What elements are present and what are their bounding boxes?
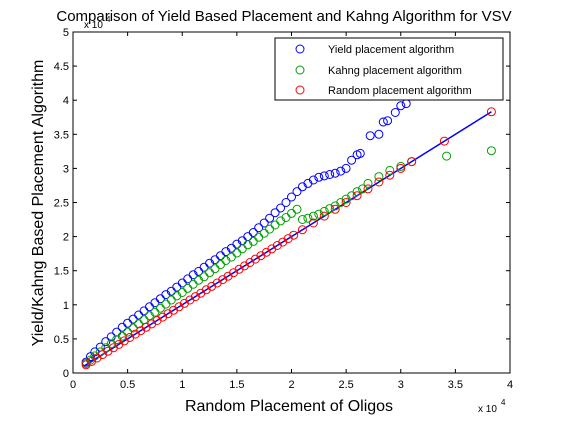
data-point-random <box>308 218 318 228</box>
legend-marker-kahng <box>295 65 305 75</box>
x-tick-label: 3.5 <box>448 379 463 391</box>
data-point-yield <box>347 155 357 165</box>
data-point-kahng <box>292 204 302 214</box>
axes: 0 0.5 1 1.5 2 2.5 3 3.5 4 0 0.5 1 1.5 2 2.5 3 3.5 4 4.5 5 <box>54 27 513 391</box>
data-point-yield <box>378 117 388 127</box>
data-point-yield <box>276 203 286 213</box>
data-point-yield <box>383 116 393 126</box>
data-point-random <box>341 198 351 207</box>
y-tick-label: 0 <box>63 368 69 380</box>
reference-line <box>83 111 492 367</box>
data-point-kahng <box>363 178 373 188</box>
y-axis-multiplier: x 10 4 <box>84 15 111 31</box>
data-point-kahng <box>358 184 367 194</box>
y-tick-label: 5 <box>63 27 69 39</box>
data-point-random <box>385 170 395 180</box>
data-point-kahng <box>303 213 313 223</box>
data-point-kahng <box>314 209 324 219</box>
data-point-kahng <box>385 165 395 175</box>
data-point-yield <box>374 129 384 139</box>
data-point-yield <box>259 218 269 228</box>
data-point-yield <box>90 347 100 357</box>
data-point-random <box>486 107 496 117</box>
data-point-yield <box>248 228 258 237</box>
data-point-random <box>374 177 384 187</box>
data-point-random <box>363 184 373 194</box>
data-point-kahng <box>297 215 307 224</box>
x-tick-label: 0 <box>70 379 76 391</box>
data-point-yield <box>281 198 291 207</box>
y-tick-label: 1 <box>63 300 69 312</box>
x-tick-label: 1 <box>179 379 185 391</box>
data-point-yield <box>396 101 406 111</box>
legend-box <box>274 37 504 101</box>
y-tick-label: 2 <box>63 232 69 244</box>
data-point-yield <box>355 148 365 158</box>
data-point-random <box>319 211 329 221</box>
x-tick-label: 4 <box>507 379 513 391</box>
x-axis-multiplier: x 10 4 <box>478 398 506 415</box>
data-point-yield <box>325 170 335 179</box>
x-multiplier-base: x 10 <box>478 404 497 415</box>
y-tick-label: 3.5 <box>54 129 69 141</box>
x-tick-label: 0.5 <box>120 379 135 391</box>
data-point-yield <box>314 172 324 182</box>
series-kahng <box>81 146 496 368</box>
data-point-random <box>330 204 340 214</box>
legend-label-random: Random placement algorithm <box>328 85 472 97</box>
data-point-yield <box>308 175 318 185</box>
data-point-yield <box>341 163 351 173</box>
data-point-random <box>352 191 362 201</box>
y-tick-label: 0.5 <box>54 334 69 346</box>
data-point-yield <box>319 171 329 181</box>
data-point-yield <box>287 192 296 202</box>
x-tick-label: 2 <box>288 379 294 391</box>
y-multiplier-exponent: 4 <box>106 15 111 24</box>
data-point-kahng <box>308 211 318 221</box>
legend-label-kahng: Kahng placement algorithm <box>328 65 462 77</box>
y-multiplier-base: x 10 <box>84 20 103 31</box>
data-point-kahng <box>486 146 496 156</box>
data-point-yield <box>365 131 375 141</box>
data-point-random <box>407 157 417 167</box>
data-point-random <box>297 225 307 235</box>
data-point-yield <box>106 332 116 342</box>
data-point-yield <box>292 187 302 197</box>
data-point-kahng <box>325 204 335 214</box>
data-point-random <box>439 136 449 146</box>
legend: Yield placement algorithm Kahng placemen… <box>274 37 504 101</box>
data-point-kahng <box>319 206 329 216</box>
data-point-yield <box>330 168 340 178</box>
data-point-yield <box>265 213 275 223</box>
data-point-yield <box>270 208 280 218</box>
x-tick-label: 3 <box>398 379 404 391</box>
y-tick-label: 2.5 <box>54 198 69 210</box>
y-axis-label: Yield/Kahng Based Placement Algorithm <box>30 60 47 347</box>
y-tick-label: 1.5 <box>54 266 69 278</box>
data-point-yield <box>254 223 264 233</box>
data-point-yield <box>336 166 346 176</box>
legend-label-yield: Yield placement algorithm <box>328 44 454 56</box>
chart-title: Comparison of Yield Based Placement and … <box>56 8 511 25</box>
y-tick-label: 4 <box>63 95 69 107</box>
data-point-kahng <box>442 151 452 161</box>
data-point-random <box>396 163 406 173</box>
data-point-kahng <box>352 187 362 197</box>
legend-marker-random <box>295 85 305 95</box>
series-random <box>81 107 496 370</box>
y-tick-label: 3 <box>63 163 69 175</box>
legend-marker-yield <box>295 44 305 54</box>
data-layer <box>81 99 496 370</box>
y-tick-label: 4.5 <box>54 61 69 73</box>
x-tick-label: 2.5 <box>338 379 353 391</box>
data-point-kahng <box>374 172 384 182</box>
data-point-yield <box>101 337 111 347</box>
data-point-random <box>289 230 299 240</box>
series-yield <box>81 99 411 367</box>
x-multiplier-exponent: 4 <box>501 398 506 407</box>
x-axis-label: Random Placement of Oligos <box>185 398 393 415</box>
x-tick-label: 1.5 <box>229 379 244 391</box>
data-point-yield <box>390 108 400 117</box>
